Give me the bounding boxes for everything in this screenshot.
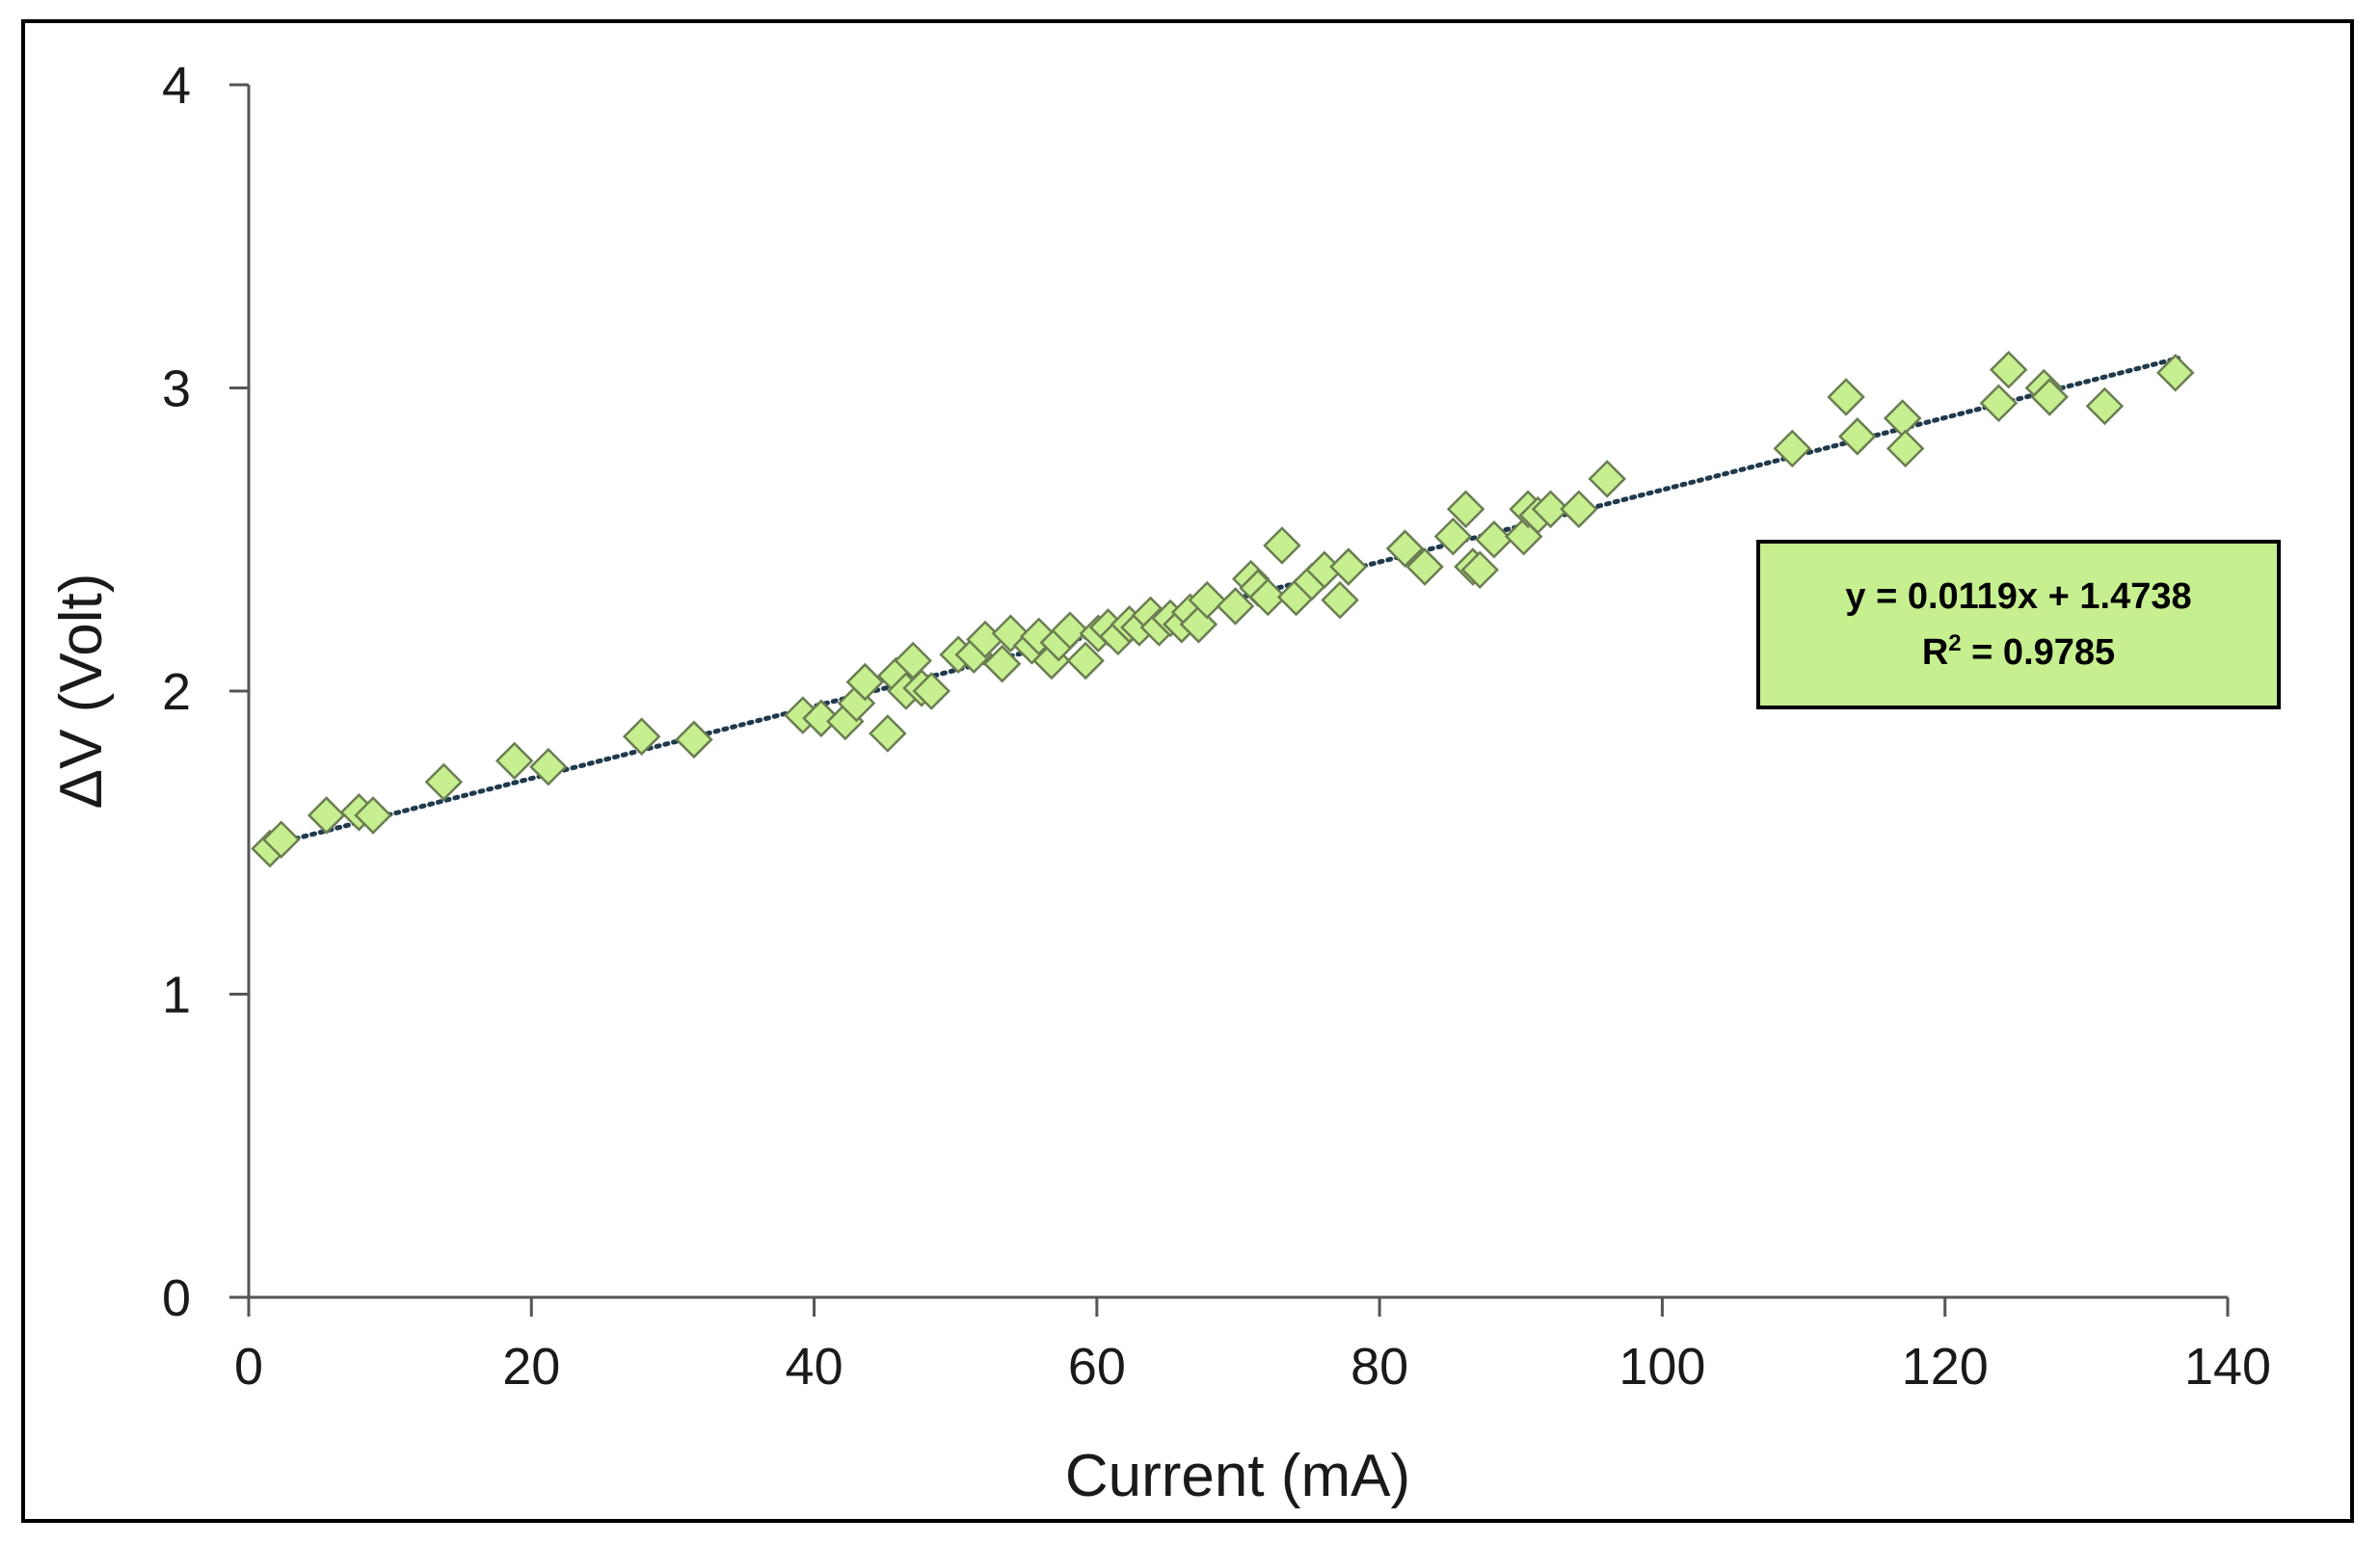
data-point bbox=[2155, 354, 2195, 392]
r-squared-exponent: 2 bbox=[1948, 630, 1962, 656]
y-tick-label: 1 bbox=[162, 967, 191, 1025]
trendline-equation-box: y = 0.0119x + 1.4738 R2 = 0.9785 bbox=[1756, 540, 2281, 709]
data-point bbox=[1329, 547, 1368, 586]
data-point bbox=[1405, 547, 1444, 586]
data-point bbox=[1385, 529, 1425, 568]
chart-frame bbox=[21, 19, 2354, 1523]
y-tick-label: 2 bbox=[162, 663, 191, 721]
x-tick-label: 120 bbox=[1902, 1338, 1989, 1396]
data-point bbox=[529, 747, 568, 786]
data-point bbox=[1460, 550, 1500, 589]
data-point bbox=[845, 662, 885, 702]
r-squared-value: = 0.9785 bbox=[1961, 632, 2116, 673]
y-tick-label: 3 bbox=[162, 360, 191, 418]
data-point bbox=[1263, 526, 1301, 565]
data-point bbox=[1446, 490, 1485, 529]
data-point bbox=[802, 699, 841, 738]
x-tick-label: 0 bbox=[234, 1338, 263, 1396]
data-point bbox=[1216, 587, 1255, 626]
data-points bbox=[251, 350, 2195, 868]
x-tick-label: 40 bbox=[786, 1338, 843, 1396]
data-point bbox=[1588, 460, 1627, 498]
data-point bbox=[495, 741, 534, 781]
x-tick-label: 100 bbox=[1618, 1338, 1705, 1396]
data-point bbox=[1188, 580, 1227, 620]
data-point bbox=[1838, 417, 1877, 456]
data-point bbox=[424, 762, 464, 802]
data-point bbox=[261, 820, 301, 859]
data-point bbox=[2085, 386, 2125, 426]
data-point bbox=[1066, 641, 1105, 680]
data-point bbox=[675, 720, 713, 759]
data-point bbox=[1560, 490, 1598, 529]
data-point bbox=[1433, 517, 1473, 556]
data-point bbox=[1321, 580, 1359, 620]
trendline-equation: y = 0.0119x + 1.4738 bbox=[1845, 576, 2192, 617]
data-point bbox=[1989, 350, 2028, 389]
x-tick-label: 20 bbox=[502, 1338, 560, 1396]
r-squared-prefix: R bbox=[1921, 632, 1949, 673]
data-point bbox=[354, 796, 392, 835]
y-tick-label: 4 bbox=[162, 57, 191, 115]
data-point bbox=[2030, 378, 2069, 416]
data-point bbox=[1827, 378, 1865, 416]
x-axis-title: Current (mA) bbox=[1065, 1443, 1410, 1509]
data-point bbox=[982, 644, 1022, 683]
data-point bbox=[307, 796, 346, 835]
data-point bbox=[1885, 429, 1925, 468]
x-tick-label: 80 bbox=[1350, 1338, 1408, 1396]
data-point bbox=[869, 714, 907, 753]
data-point bbox=[622, 717, 661, 756]
data-point bbox=[1475, 519, 1513, 559]
data-point bbox=[1979, 384, 2019, 422]
data-point bbox=[1773, 429, 1812, 468]
x-tick-label: 140 bbox=[2184, 1338, 2271, 1396]
data-point bbox=[1248, 577, 1288, 617]
data-point bbox=[1531, 490, 1570, 529]
data-point bbox=[912, 672, 951, 710]
y-tick-label: 0 bbox=[162, 1269, 191, 1327]
data-point bbox=[1051, 611, 1089, 650]
x-tick-label: 60 bbox=[1068, 1338, 1126, 1396]
y-axis-title: ΔV (Volt) bbox=[48, 573, 115, 810]
r-squared-label: R2 = 0.9785 bbox=[1922, 625, 2115, 680]
